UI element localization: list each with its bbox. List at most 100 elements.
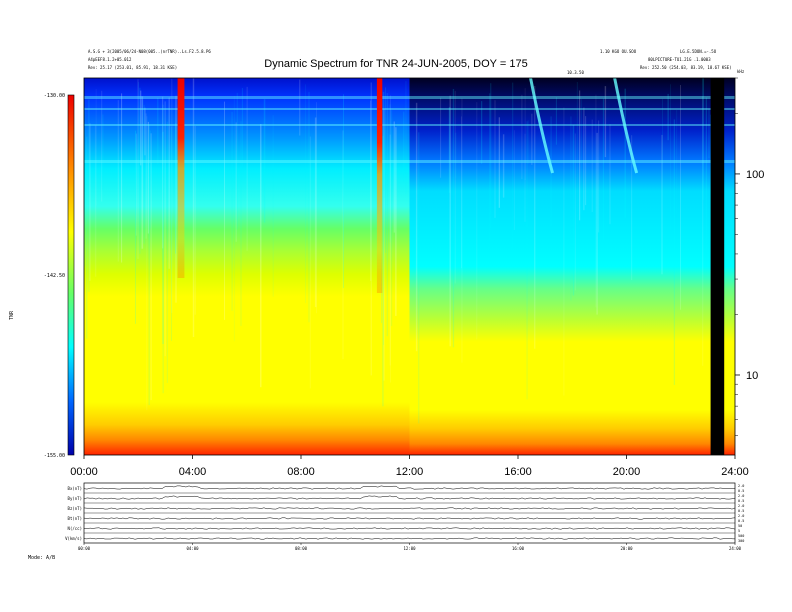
- spectrum-streak: [563, 107, 565, 396]
- spectrum-streak: [708, 108, 710, 158]
- spectrum-streak: [117, 100, 119, 262]
- spectrum-streak: [389, 134, 391, 366]
- spectrum-background-right: [409, 78, 735, 455]
- spectrum-streak: [164, 101, 166, 357]
- spectrum-streak: [670, 84, 671, 230]
- spectrum-streak: [555, 97, 557, 145]
- spectrum-streak: [576, 82, 578, 226]
- lower-x-tick-label: 04:00: [186, 546, 199, 551]
- type-iii-drift: [613, 77, 639, 174]
- spectrum-streak: [175, 95, 177, 303]
- spectrum-streak: [88, 99, 90, 292]
- spectrum-streak: [144, 107, 146, 156]
- lower-panel-trace: [83, 527, 736, 530]
- colorbar-tick-label: -130.00: [44, 93, 65, 99]
- spectrum-streak: [596, 132, 598, 315]
- spectrum-streak: [140, 90, 142, 166]
- spectrum-streak: [449, 95, 451, 347]
- spectrum-streak: [591, 119, 593, 212]
- data-gap: [710, 78, 725, 455]
- x-tick-label: 12:00: [396, 466, 424, 478]
- spectrum-streak: [383, 129, 385, 198]
- header-right-line-2: LG.E.5DON.=-.5O: [680, 49, 717, 54]
- spectrum-streak: [526, 121, 528, 400]
- spectrum-streak: [150, 133, 152, 401]
- spectrum-streak: [145, 113, 147, 239]
- spectrum-background-left: [84, 78, 410, 455]
- spectrum-streak: [148, 124, 150, 406]
- spectrum-streak: [142, 99, 143, 161]
- lower-panel-label: Bx(nT): [68, 486, 82, 491]
- lower-x-tick-label: 24:00: [729, 546, 742, 551]
- spectrum-streak: [233, 95, 235, 342]
- lower-panel-tick-bottom: 0.5: [738, 499, 744, 503]
- lower-panel-trace: [83, 495, 736, 500]
- spectrum-streak: [121, 93, 123, 263]
- spectrum-streak: [316, 102, 317, 314]
- header-left-line-2: A4pEEF8.1.2+05.012: [88, 57, 132, 62]
- spectrum-streak: [246, 86, 248, 251]
- spectrum-streak: [95, 89, 97, 206]
- header-right-mid: 80LPICTURE-TU1.21G .1.0003: [648, 57, 711, 62]
- spectrum-streak: [512, 82, 514, 253]
- spectrum-streak: [260, 124, 262, 388]
- spectrum-streak: [135, 130, 136, 324]
- spectrum-streak: [418, 132, 420, 424]
- spectrum-streak: [489, 93, 491, 249]
- colorbar-tick-label: -155.00: [44, 453, 65, 459]
- spectrum-streak: [595, 94, 597, 308]
- lower-panel-tick-top: 50: [738, 524, 742, 528]
- spectrum-streak: [395, 127, 397, 316]
- header-left-line-3: Rev: 25.17 (253.01, 85.91, 18.31 KSE): [88, 65, 178, 70]
- spectrum-streak: [476, 102, 478, 340]
- spectrum-streak: [534, 86, 536, 349]
- lower-panel-tick-bottom: 0.5: [738, 509, 744, 513]
- spectrum-streak: [263, 99, 266, 223]
- spectrum-streak: [583, 107, 585, 211]
- spectrum-streak: [524, 133, 526, 222]
- colorbar: [67, 94, 75, 456]
- spectrum-streak: [585, 116, 587, 206]
- spectrum-streak: [502, 134, 505, 198]
- spectrum-streak: [192, 78, 195, 337]
- spectrum-streak: [272, 115, 274, 297]
- x-tick-label: 00:00: [70, 466, 98, 478]
- radio-burst: [177, 78, 185, 278]
- spectrum-streak: [661, 134, 663, 275]
- spectrum-streak: [162, 104, 164, 394]
- spectrum-streak: [162, 96, 164, 249]
- lower-panel-label: V(km/s): [65, 536, 82, 541]
- spectrum-streak: [385, 87, 386, 253]
- spectrum-streak: [702, 96, 704, 366]
- y-right-tick-label: 100: [746, 169, 764, 181]
- lower-panel-trace: [83, 537, 736, 540]
- spectrum-streak: [139, 87, 141, 254]
- spectrum-streak: [342, 130, 344, 360]
- spectrum-streak: [224, 101, 225, 320]
- spectrum-streak: [143, 104, 145, 244]
- spectrum-streak: [702, 78, 704, 201]
- lower-panel-trace: [83, 517, 736, 520]
- spectrum-streak: [389, 104, 391, 243]
- spectrum-streak: [194, 125, 196, 315]
- spectrum-streak: [390, 95, 391, 383]
- spectrum-streak: [631, 135, 633, 281]
- radio-burst: [376, 78, 383, 293]
- spectrum-streak: [157, 97, 159, 165]
- spectrum-streak: [84, 107, 86, 267]
- spectrum-streak: [241, 88, 243, 167]
- spectrum-streak: [343, 94, 344, 288]
- spectrum-streak: [579, 90, 581, 221]
- spectrum-streak: [403, 111, 405, 182]
- spectrum-streak: [383, 133, 384, 345]
- lower-x-tick-label: 12:00: [403, 546, 416, 551]
- interference-band: [84, 108, 735, 110]
- spectrum-streak: [680, 85, 681, 310]
- spectrum-streak: [527, 120, 529, 164]
- spectrum-streak: [705, 97, 707, 252]
- spectrum-streak: [461, 116, 462, 269]
- spectrum-streak: [240, 121, 242, 326]
- spectrum-streak: [481, 101, 483, 164]
- spectrum-streak: [513, 130, 515, 230]
